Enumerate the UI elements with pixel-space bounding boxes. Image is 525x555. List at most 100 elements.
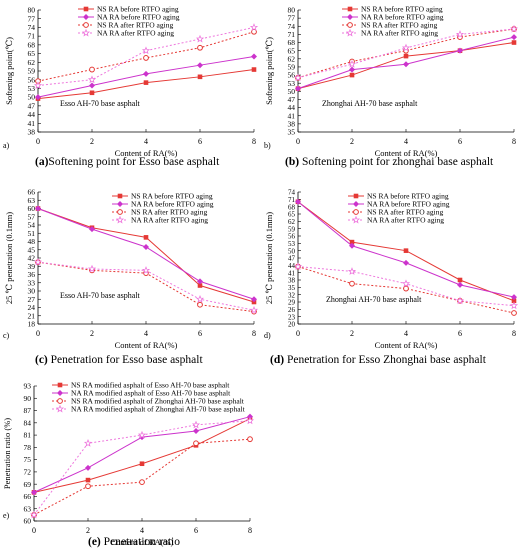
y-tick-label: 71 <box>288 30 296 39</box>
y-tick-label: 45 <box>28 245 36 254</box>
y-tick-label: 42 <box>28 254 36 263</box>
y-tick-label: 62 <box>288 218 296 226</box>
legend-marker <box>83 22 89 28</box>
x-tick-label: 0 <box>32 526 36 535</box>
y-tick-label: 75 <box>24 455 32 464</box>
data-point <box>455 30 465 38</box>
data-point <box>29 510 39 519</box>
legend-label: NS RA after RTFO aging <box>367 208 443 217</box>
y-tick-label: 18 <box>28 320 36 329</box>
panel-letter: b) <box>264 141 271 150</box>
caption-text: Softening point for zhonghai base asphal… <box>299 156 494 168</box>
x-tick-label: 6 <box>198 137 202 146</box>
data-point <box>89 66 95 73</box>
y-tick-label: 63 <box>28 196 36 205</box>
data-point <box>401 43 411 52</box>
x-tick-label: 8 <box>248 526 252 535</box>
legend-label: NA RA before RTFO aging <box>361 13 444 22</box>
x-tick-label: 8 <box>252 137 256 146</box>
y-tick-label: 38 <box>288 277 296 285</box>
legend-label: NS RA after RTFO aging <box>97 21 173 30</box>
legend-label: NA RA after RTFO aging <box>97 29 174 38</box>
y-tick-label: 41 <box>28 119 36 128</box>
x-tick-label: 8 <box>512 329 516 338</box>
data-point <box>143 80 149 85</box>
y-tick-label: 59 <box>28 67 36 76</box>
y-tick-label: 56 <box>288 233 296 241</box>
data-point <box>349 280 355 287</box>
y-tick-label: 26 <box>288 306 296 314</box>
data-point <box>197 74 203 80</box>
caption-text: Penetration ratio <box>101 536 180 548</box>
y-tick-label: 35 <box>288 128 296 137</box>
y-tick-label: 72 <box>24 468 32 477</box>
y-tick-label: 41 <box>288 111 296 120</box>
data-point <box>511 294 517 301</box>
data-point <box>511 298 517 304</box>
legend-label: NA RA after RTFO aging <box>131 216 208 225</box>
y-tick-label: 39 <box>28 262 36 271</box>
data-point <box>403 259 409 266</box>
plot-annotation: Zhonghai AH-70 base asphalt <box>322 99 418 108</box>
data-point <box>141 266 151 274</box>
x-tick-label: 4 <box>404 329 408 338</box>
y-tick-label: 50 <box>288 87 296 96</box>
x-tick-label: 2 <box>350 329 354 338</box>
y-tick-label: 47 <box>288 255 296 263</box>
y-tick-label: 47 <box>28 101 36 110</box>
legend-marker <box>57 398 63 404</box>
y-tick-label: 65 <box>288 46 296 55</box>
x-axis-label: Content of RA(%) <box>375 340 438 350</box>
y-tick-label: 74 <box>288 22 296 31</box>
data-point <box>509 301 519 310</box>
y-tick-label: 36 <box>28 270 36 279</box>
data-point <box>295 85 301 92</box>
data-point <box>511 40 517 45</box>
y-tick-label: 66 <box>24 492 32 501</box>
legend-marker <box>83 14 89 20</box>
y-tick-label: 44 <box>288 262 296 270</box>
data-point <box>143 235 149 240</box>
y-tick-label: 87 <box>24 406 32 415</box>
x-tick-label: 0 <box>296 137 300 146</box>
y-axis-label: 25 ℃ penetration (0.1mm) <box>4 212 14 304</box>
y-tick-label: 32 <box>288 291 296 299</box>
y-tick-label: 68 <box>288 38 296 47</box>
y-tick-label: 90 <box>24 394 32 403</box>
legend-marker <box>353 193 359 199</box>
data-point <box>511 34 517 41</box>
data-point <box>35 205 41 212</box>
legend-marker <box>353 209 359 215</box>
data-point <box>139 479 145 486</box>
data-point <box>83 438 93 447</box>
data-point <box>139 461 145 467</box>
data-point <box>295 198 301 205</box>
y-tick-label: 62 <box>28 58 36 67</box>
y-axis-label: Softening point(℃) <box>4 37 14 105</box>
x-tick-label: 0 <box>36 329 40 338</box>
y-tick-label: 51 <box>28 229 36 238</box>
y-tick-label: 57 <box>28 212 36 221</box>
panel-caption: (d) Penetration for Esso Zhonghai base a… <box>270 354 487 366</box>
data-point <box>89 90 95 96</box>
caption-letter: (a) <box>35 156 49 168</box>
caption-letter: (d) <box>270 354 284 366</box>
y-tick-label: 20 <box>288 321 296 329</box>
data-point <box>403 61 409 68</box>
data-point <box>87 264 97 273</box>
panel-caption: (c) Penetration for Esso base asphalt <box>35 354 203 366</box>
legend-marker <box>345 28 355 37</box>
legend-marker <box>347 6 353 12</box>
data-point <box>191 420 201 429</box>
y-tick-label: 41 <box>288 269 296 277</box>
y-tick-label: 27 <box>28 295 36 304</box>
legend-marker <box>83 6 89 12</box>
x-tick-label: 4 <box>144 329 148 338</box>
y-tick-label: 59 <box>288 63 296 72</box>
y-tick-label: 65 <box>288 211 296 219</box>
y-tick-label: 77 <box>28 14 36 23</box>
y-tick-label: 47 <box>288 95 296 104</box>
